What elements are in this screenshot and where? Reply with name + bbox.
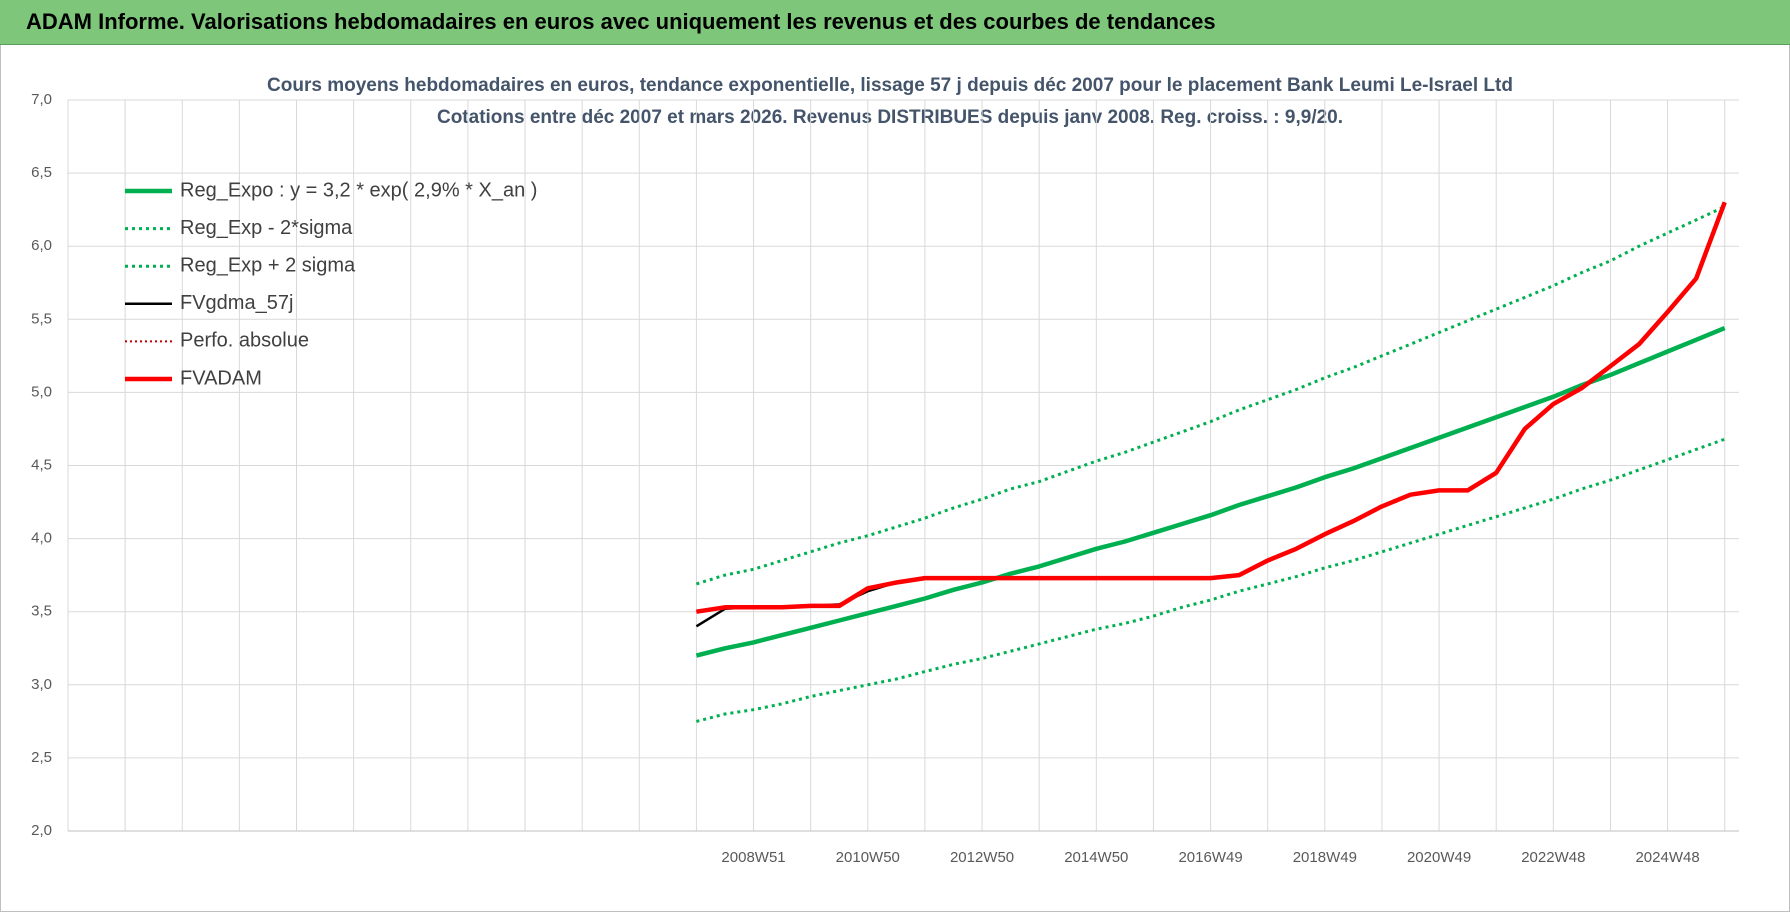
series-line	[695, 205, 1726, 586]
series-line	[695, 326, 1726, 658]
chart-title: Cours moyens hebdomadaires en euros, ten…	[267, 75, 1513, 96]
y-tick-label: 7,0	[31, 91, 52, 108]
y-tick-label: 2,5	[31, 749, 52, 766]
legend-label: FVADAM	[180, 367, 262, 389]
y-tick-label: 5,0	[31, 383, 52, 400]
y-tick-label: 2,0	[31, 822, 52, 839]
series-line	[696, 201, 1727, 614]
x-tick-label: 2012W50	[950, 849, 1014, 866]
x-tick-label: 2018W49	[1293, 849, 1357, 866]
x-tick-label: 2016W49	[1178, 849, 1242, 866]
legend-label: FVgdma_57j	[180, 292, 293, 314]
y-tick-label: 3,0	[31, 676, 52, 693]
legend-label: Reg_Expo : y = 3,2 * exp( 2,9% * X_an )	[180, 179, 537, 201]
x-tick-label: 2020W49	[1407, 849, 1471, 866]
title-bar: ADAM Informe. Valorisations hebdomadaire…	[0, 0, 1790, 45]
x-tick-label: 2022W48	[1521, 849, 1585, 866]
y-tick-label: 6,5	[31, 164, 52, 181]
x-tick-label: 2008W51	[721, 849, 785, 866]
page-title: ADAM Informe. Valorisations hebdomadaire…	[26, 9, 1216, 34]
legend-label: Reg_Exp - 2*sigma	[180, 217, 353, 239]
y-tick-label: 4,5	[31, 456, 52, 473]
legend-label: Reg_Exp + 2 sigma	[180, 254, 356, 276]
series-line	[696, 437, 1726, 723]
y-tick-label: 6,0	[31, 237, 52, 254]
legend-label: Perfo. absolue	[180, 330, 309, 352]
x-tick-label: 2010W50	[836, 849, 900, 866]
y-tick-label: 4,0	[31, 530, 52, 547]
y-tick-label: 5,5	[31, 310, 52, 327]
chart-subtitle: Cotations entre déc 2007 et mars 2026. R…	[437, 107, 1343, 128]
y-tick-label: 3,5	[31, 603, 52, 620]
x-tick-label: 2014W50	[1064, 849, 1128, 866]
x-tick-label: 2024W48	[1635, 849, 1699, 866]
